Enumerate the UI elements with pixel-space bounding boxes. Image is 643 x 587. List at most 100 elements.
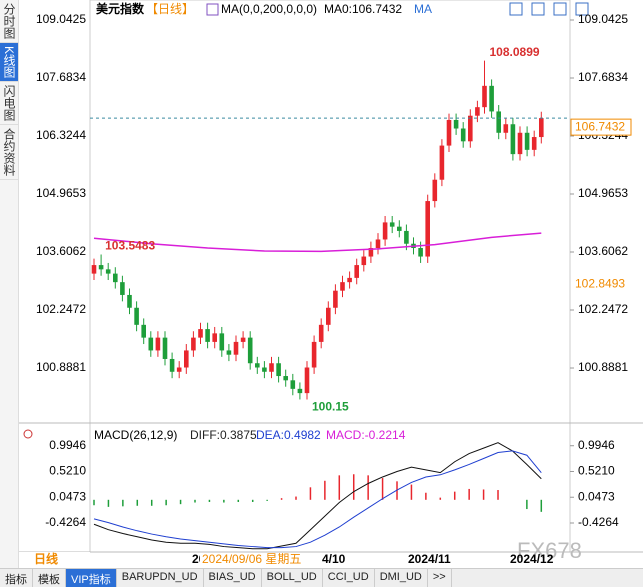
macd-line — [93, 450, 542, 549]
side-tab[interactable]: 合约资料 — [0, 125, 18, 181]
candle-body — [113, 273, 118, 283]
candle-body — [169, 358, 175, 372]
candle — [475, 100, 480, 123]
candle-body — [460, 128, 466, 142]
y-tick-label-right: 100.8881 — [578, 360, 628, 374]
last-price-label: 106.7432 — [575, 119, 625, 133]
timeframe[interactable]: 日线 — [34, 551, 58, 566]
candle — [453, 113, 459, 135]
candle-body — [283, 376, 288, 381]
candle — [127, 288, 132, 315]
candle — [425, 194, 430, 263]
candle — [389, 216, 395, 234]
y-tick-label-right: -0.4264 — [578, 515, 619, 529]
candle — [539, 111, 544, 144]
y-tick-label: 0.0473 — [49, 489, 86, 503]
candle-body — [240, 337, 246, 342]
candle — [354, 258, 359, 285]
candle — [361, 250, 367, 272]
toolbar-item[interactable]: CCI_UD — [323, 569, 375, 587]
toolbar-item[interactable]: BOLL_UD — [262, 569, 323, 587]
candle-body — [247, 337, 253, 364]
side-tab[interactable]: 闪电图 — [0, 82, 18, 126]
candle — [162, 331, 168, 366]
candle-body — [304, 367, 310, 394]
candle-body — [340, 282, 345, 291]
candle — [340, 275, 345, 298]
candle — [432, 173, 438, 208]
y-tick-label: 100.8881 — [36, 360, 86, 374]
candle-body — [475, 107, 480, 116]
candle — [496, 105, 501, 140]
candle — [169, 352, 175, 379]
icon-reset[interactable] — [575, 2, 589, 16]
ma-button[interactable]: MA — [414, 2, 432, 16]
candle — [255, 356, 260, 374]
candle — [98, 254, 104, 276]
toolbar-item[interactable]: VIP指标 — [66, 569, 117, 587]
candle-body — [212, 333, 217, 342]
candle-body — [333, 290, 338, 308]
indicator-toolbar: 指标 模板 VIP指标 BARUPDN_UD BIAS_UD BOLL_UD CCI_UD D… — [0, 568, 643, 587]
toolbar-icons[interactable] — [509, 2, 589, 16]
icon-move[interactable] — [509, 2, 523, 16]
side-tab[interactable]: K线图 — [0, 43, 18, 83]
candle — [531, 130, 537, 157]
candle-body — [453, 119, 459, 129]
candle — [155, 331, 161, 357]
candle — [290, 373, 296, 396]
toolbar-item[interactable]: >> — [428, 569, 452, 587]
candle — [191, 331, 196, 357]
icon-minus[interactable] — [553, 2, 567, 16]
toolbar-item[interactable]: BARUPDN_UD — [117, 569, 204, 587]
candle — [304, 361, 310, 400]
candle — [134, 301, 139, 332]
icon-zoom[interactable] — [531, 2, 545, 16]
candle-body — [297, 388, 303, 394]
macd-title: MACD(26,12,9) — [94, 428, 177, 442]
candle-body — [347, 277, 352, 283]
candle-body — [262, 367, 267, 372]
last-price-box — [570, 118, 632, 136]
candle — [368, 241, 374, 263]
timeframe-box[interactable] — [18, 552, 90, 568]
candle-body — [255, 363, 260, 368]
candle — [120, 275, 125, 302]
chart-title: 美元指数 — [96, 1, 145, 16]
macd-settings-icon[interactable] — [23, 429, 33, 439]
period: 【日线】 — [146, 2, 194, 16]
candle — [468, 109, 473, 148]
y-tick-label: 107.6834 — [36, 70, 86, 84]
candle — [276, 356, 281, 383]
macd-line — [93, 442, 542, 550]
high-annotation: 108.0899 — [490, 45, 540, 59]
candle-body — [269, 363, 274, 372]
toolbar-item[interactable]: BIAS_UD — [204, 569, 262, 587]
candle-body — [276, 363, 281, 377]
candle — [375, 233, 381, 255]
candle-body — [389, 222, 395, 227]
toolbar-item[interactable]: DMI_UD — [375, 569, 428, 587]
side-tab[interactable]: 分时图 — [0, 0, 18, 43]
candle-body — [226, 350, 232, 355]
toolbar-item[interactable]: 模板 — [33, 569, 66, 587]
candle-body — [326, 307, 331, 325]
x-tick-label: 4/10 — [322, 552, 346, 566]
y-tick-label-right: 103.6062 — [578, 244, 628, 258]
y-tick-label-right: 0.0473 — [578, 489, 615, 503]
candle — [240, 331, 246, 349]
candle-body — [155, 337, 161, 351]
macd-readout: DEA:0.4982 — [256, 428, 321, 442]
plot-frame — [89, 0, 571, 553]
ma-toggle[interactable] — [206, 3, 219, 16]
toolbar-item[interactable]: 指标 — [0, 569, 33, 587]
candle — [517, 126, 523, 161]
candle — [105, 262, 111, 281]
y-tick-label: 0.9946 — [49, 438, 86, 452]
candle — [205, 322, 210, 349]
y-tick-label: 109.0425 — [36, 12, 86, 26]
candle — [397, 220, 402, 238]
candle-body — [318, 324, 324, 342]
candle-body — [141, 324, 146, 338]
candle-body — [382, 222, 388, 240]
